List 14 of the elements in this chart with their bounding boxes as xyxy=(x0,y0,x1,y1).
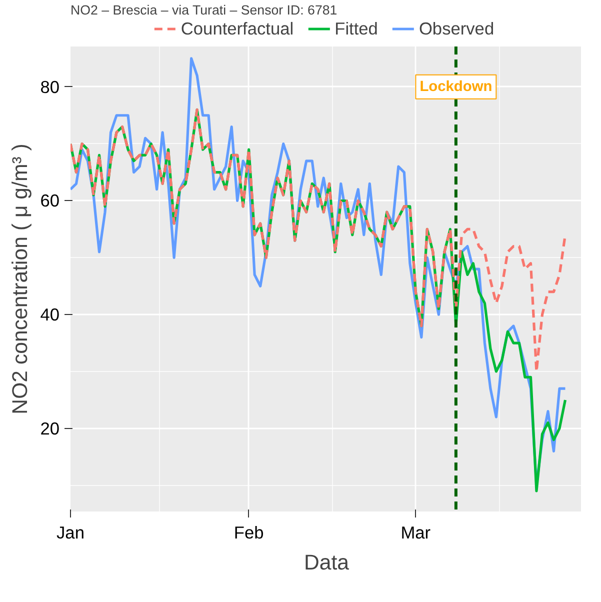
y-axis-title: NO2 concentration ( μ g/m³ ) xyxy=(8,144,32,414)
x-axis-title: Data xyxy=(304,550,350,574)
x-tick-label: Mar xyxy=(400,522,431,542)
y-tick-label: 80 xyxy=(40,76,60,97)
chart-title: NO2 – Brescia – via Turati – Sensor ID: 6781 xyxy=(70,2,338,18)
legend-label: Observed xyxy=(418,18,494,39)
y-tick-label: 60 xyxy=(40,190,60,211)
legend-label: Counterfactual xyxy=(180,18,294,39)
y-tick-label: 40 xyxy=(40,304,60,325)
x-tick-label: Feb xyxy=(234,522,264,542)
legend-label: Fitted xyxy=(334,18,378,39)
x-tick-label: Jan xyxy=(56,522,84,542)
y-tick-label: 20 xyxy=(40,418,60,438)
ref-line-label: Lockdown xyxy=(420,78,492,95)
